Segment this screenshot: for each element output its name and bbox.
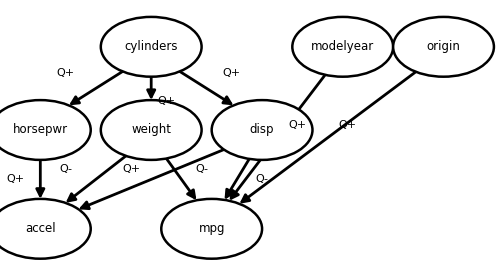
Text: mpg: mpg [199,222,225,235]
Text: accel: accel [25,222,55,235]
Ellipse shape [0,100,91,160]
Ellipse shape [212,100,312,160]
Ellipse shape [292,17,393,77]
Ellipse shape [101,17,202,77]
Text: disp: disp [250,124,274,136]
Ellipse shape [101,100,202,160]
Text: origin: origin [426,40,461,53]
Text: Q-: Q- [256,174,269,184]
Text: weight: weight [131,124,171,136]
Text: cylinders: cylinders [124,40,178,53]
Text: horsepwr: horsepwr [13,124,68,136]
Text: Q+: Q+ [122,164,140,174]
Text: Q+: Q+ [288,120,306,130]
Text: Q-: Q- [195,164,208,174]
Text: Q+: Q+ [339,120,357,130]
Ellipse shape [0,199,91,259]
Text: modelyear: modelyear [311,40,374,53]
Text: Q+: Q+ [6,174,24,184]
Ellipse shape [393,17,494,77]
Text: Q-: Q- [59,164,72,174]
Text: Q+: Q+ [157,96,175,106]
Text: Q+: Q+ [56,68,75,78]
Text: Q+: Q+ [223,68,241,78]
Ellipse shape [161,199,262,259]
